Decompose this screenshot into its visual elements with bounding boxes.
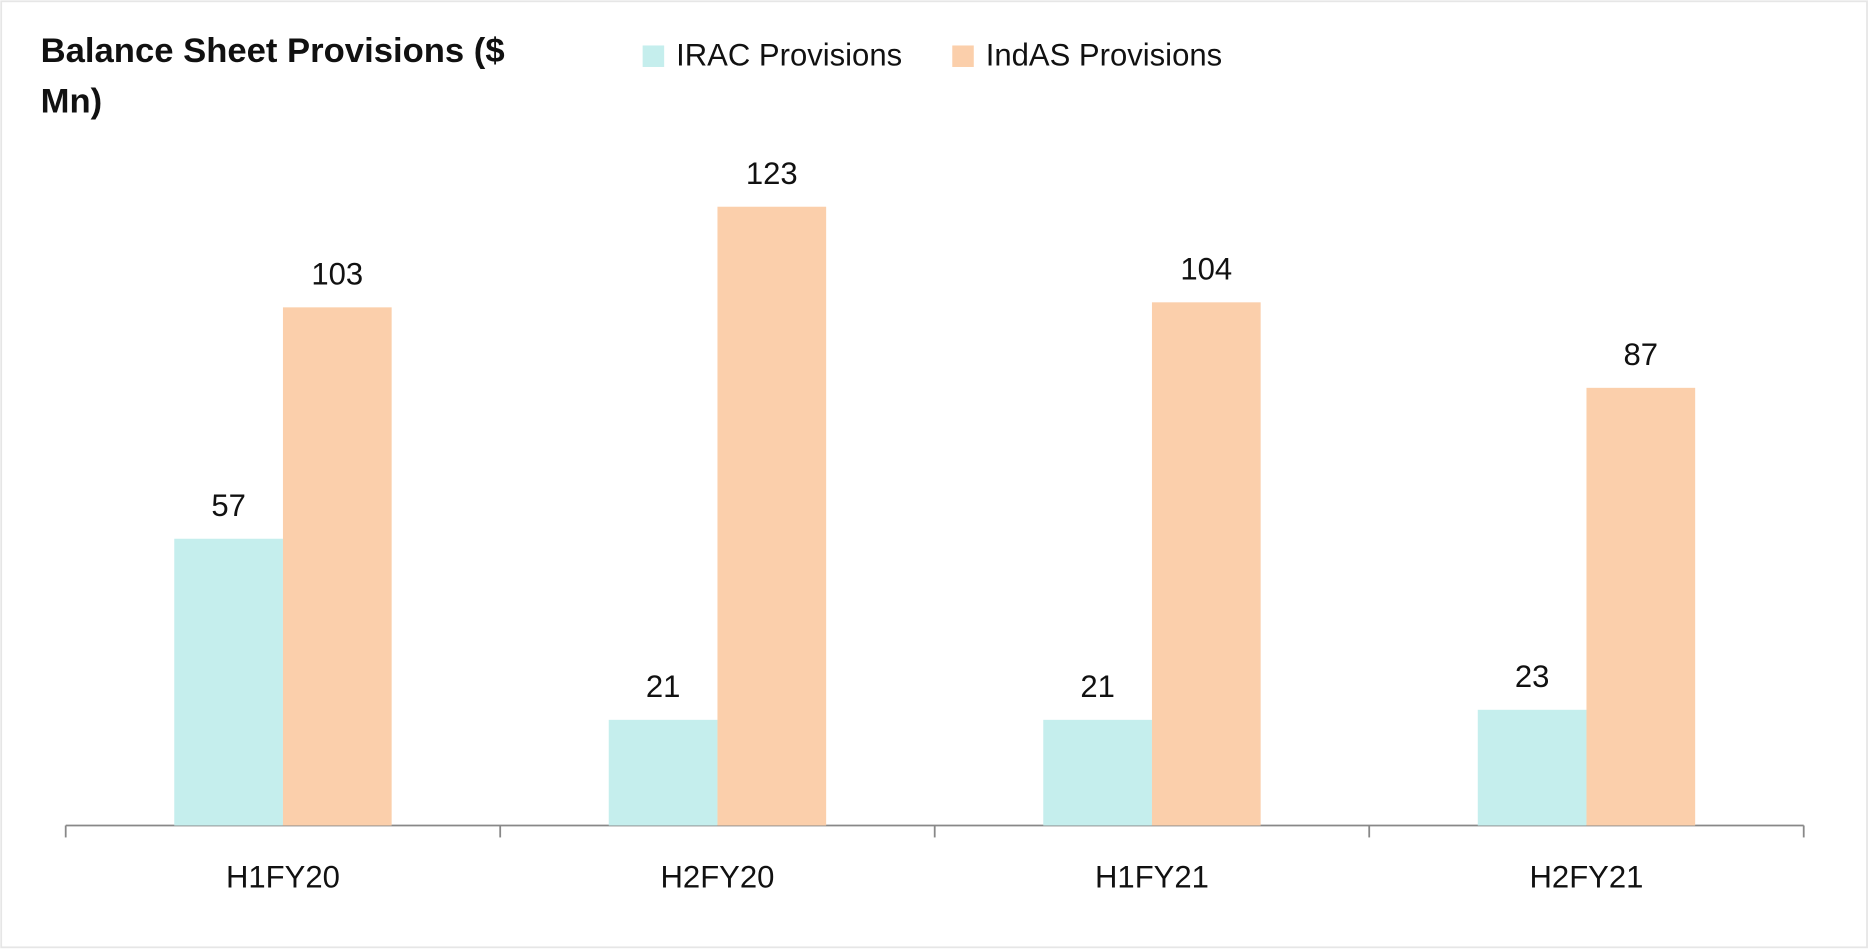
legend-swatch (952, 45, 974, 67)
x-tick-label: H1FY20 (226, 859, 340, 894)
legend-swatch (642, 45, 665, 67)
data-label: 21 (646, 669, 681, 704)
data-label: 23 (1515, 659, 1550, 694)
x-tick-label: H2FY20 (661, 859, 775, 894)
bar (1477, 709, 1587, 826)
data-label: 103 (311, 256, 363, 291)
bar (1043, 719, 1152, 826)
bar (717, 206, 827, 826)
chart-title: Balance Sheet Provisions ($ Mn) (40, 32, 505, 121)
data-label: 21 (1080, 669, 1115, 704)
legend-label: IndAS Provisions (986, 38, 1222, 73)
data-label: 123 (746, 156, 798, 191)
data-label: 104 (1180, 251, 1232, 286)
x-tick-label: H1FY21 (1095, 859, 1209, 894)
x-tick-label: H2FY21 (1530, 859, 1644, 894)
bar (282, 307, 392, 826)
data-label: 57 (211, 488, 246, 523)
title-box: Balance Sheet Provisions ($ Mn) (40, 32, 505, 121)
bar (174, 538, 283, 826)
data-label: 87 (1624, 337, 1659, 372)
legend-label: IRAC Provisions (676, 38, 902, 73)
bar (608, 719, 718, 826)
bar (1151, 302, 1261, 826)
bar (1586, 387, 1696, 826)
